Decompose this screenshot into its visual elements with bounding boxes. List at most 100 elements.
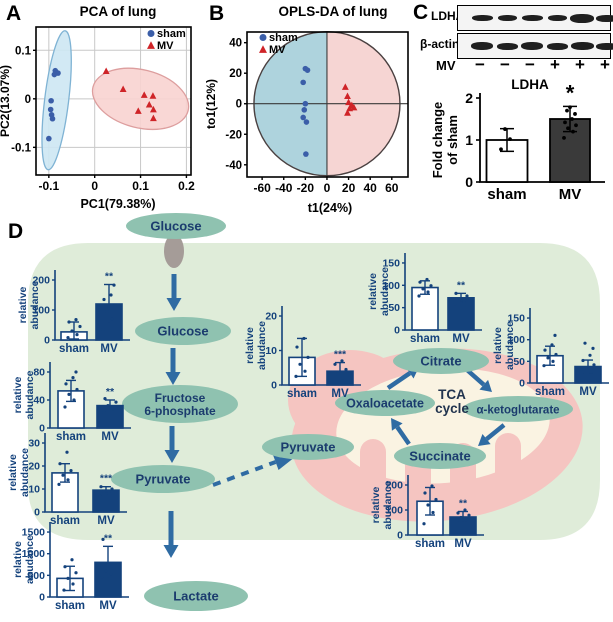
point-sham: [48, 97, 54, 104]
data-point: [581, 358, 585, 363]
data-point: [67, 392, 71, 396]
data-point: [104, 569, 108, 573]
data-point: [550, 343, 554, 347]
y-tick-label: 100: [385, 505, 403, 517]
node-label: Pyruvate: [281, 440, 336, 455]
legend-marker-MV: [259, 45, 267, 53]
node-ellipse: [262, 434, 354, 460]
y-tick-label: 0: [44, 335, 50, 347]
blot-label-ldha: LDHA: [431, 9, 465, 23]
category-label: sham: [410, 333, 440, 345]
y-axis-label-line2: abudance: [19, 448, 31, 497]
data-point: [74, 571, 78, 575]
y-tick-label: 0: [39, 592, 45, 604]
category-label: sham: [287, 388, 317, 400]
y-tick-label: 50: [513, 356, 525, 368]
data-point: [580, 373, 584, 377]
data-point: [298, 362, 302, 366]
y-axis-label-line1: Fold change: [430, 102, 445, 179]
data-point: [102, 411, 106, 415]
y-tick-label: -20: [225, 129, 242, 141]
plot-border: [246, 31, 409, 178]
node-label: Succinate: [409, 449, 470, 464]
blot-strip-bactin: [457, 33, 613, 59]
data-point: [72, 398, 76, 402]
data-point: [98, 494, 102, 498]
category-label: MV: [99, 600, 117, 612]
node-lactate: Lactate: [144, 581, 248, 611]
point-sham: [304, 67, 311, 73]
blot-label-bactin: β-actin: [420, 37, 460, 51]
data-point: [302, 336, 306, 341]
data-point: [75, 333, 79, 337]
data-point: [66, 336, 70, 340]
point-sham: [303, 119, 310, 125]
data-point: [565, 108, 569, 113]
arrow-shaft: [464, 367, 486, 387]
data-point: [459, 515, 463, 520]
point-MV: [149, 92, 157, 99]
data-point: [102, 297, 106, 302]
data-point: [74, 318, 78, 322]
data-point: [332, 379, 336, 384]
data-point: [464, 517, 468, 522]
y-tick-label: 10: [28, 484, 40, 496]
y-tick-label: 200: [385, 480, 403, 492]
arrow-pyruvate-to-lactate: [163, 511, 179, 558]
node-ellipse: [393, 348, 489, 374]
data-point: [426, 290, 430, 294]
y-axis-label: to1(12%): [204, 79, 218, 129]
y-axis-label-line1: relative: [244, 327, 256, 364]
category-label: MV: [454, 538, 472, 550]
data-point: [503, 127, 507, 131]
x-tick-label: -40: [275, 181, 293, 195]
x-tick-label: -0.1: [38, 179, 59, 193]
data-point: [58, 462, 62, 466]
x-tick-label: 60: [385, 181, 399, 195]
point-MV: [341, 83, 349, 90]
y-tick-label: 150: [507, 313, 525, 325]
node-ellipse: [122, 385, 238, 423]
y-axis-label-line1: relative: [367, 273, 379, 310]
node-label: Glucose: [150, 219, 201, 234]
significance-marker: **: [459, 498, 468, 510]
node-label: Pyruvate: [136, 472, 191, 487]
y-tick-label: 1500: [22, 527, 46, 539]
x-axis-label: t1(24%): [308, 201, 352, 215]
category-label: sham: [50, 515, 80, 527]
point-sham: [300, 79, 306, 86]
y-tick-label: 1000: [22, 548, 46, 560]
data-point: [554, 352, 558, 357]
data-point: [434, 497, 438, 502]
significance-marker: **: [106, 386, 115, 398]
data-point: [453, 302, 457, 306]
y-tick-label: 2: [465, 90, 473, 106]
data-point: [63, 405, 67, 409]
series-sham: [46, 67, 61, 142]
point-MV: [149, 105, 157, 113]
data-point: [418, 280, 422, 284]
confidence-ellipse-MV: [91, 67, 190, 130]
node-ellipse: [126, 213, 226, 239]
data-point: [422, 522, 426, 526]
data-point: [425, 277, 429, 282]
category-label: sham: [59, 343, 89, 355]
x-tick-label: 20: [342, 181, 356, 195]
category-label: sham: [415, 538, 445, 550]
mitochondrion-crista: [360, 439, 386, 503]
tca-cycle-label-line1: TCA: [438, 387, 466, 402]
data-point: [111, 407, 115, 411]
point-MV: [350, 103, 358, 111]
arrow-shaft: [485, 423, 506, 441]
chart-title: LDHA: [511, 77, 549, 92]
y-tick-label: 0: [39, 423, 45, 435]
x-tick-label: 0: [324, 181, 331, 195]
legend-label-sham: sham: [269, 32, 298, 44]
data-point: [336, 373, 340, 377]
plot-title: PCA of lung: [80, 4, 157, 19]
data-point: [333, 362, 337, 366]
node-ellipse: [135, 317, 231, 345]
